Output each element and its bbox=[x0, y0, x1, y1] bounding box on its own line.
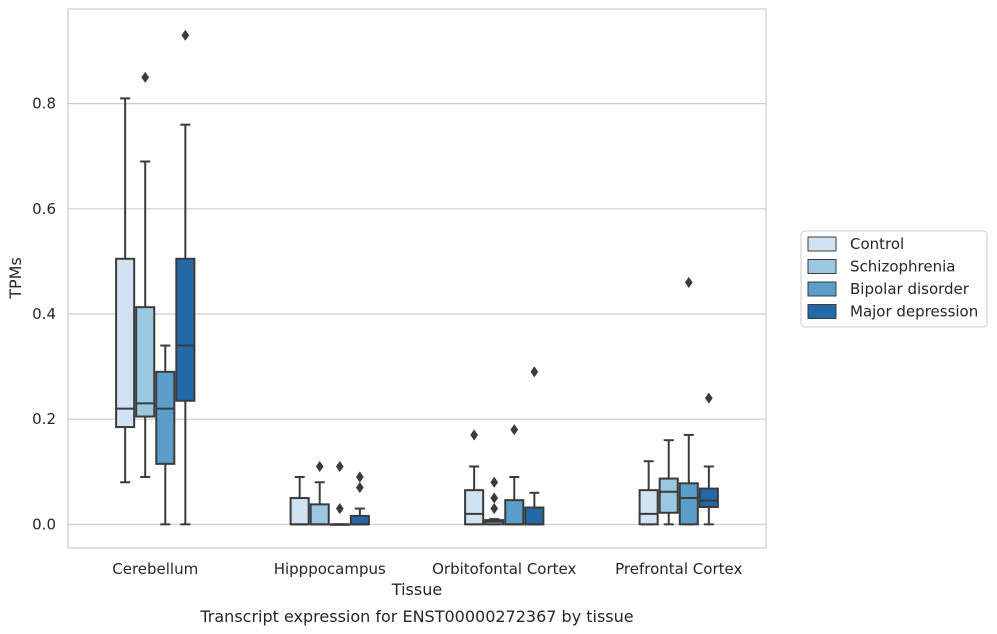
box-iqr bbox=[504, 499, 525, 526]
legend-swatch bbox=[807, 304, 837, 319]
outlier-point bbox=[490, 492, 499, 504]
legend-swatch bbox=[807, 236, 837, 252]
box-1-2 bbox=[329, 460, 350, 526]
box-0-2 bbox=[155, 344, 176, 526]
outlier-point bbox=[335, 460, 344, 473]
chart-caption: Transcript expression for ENST0000027236… bbox=[199, 607, 633, 626]
legend-frame bbox=[800, 230, 988, 328]
outlier-point bbox=[355, 471, 364, 483]
box-iqr bbox=[135, 306, 156, 418]
x-tick-label: Hipppocampus bbox=[274, 560, 386, 578]
box-2-3 bbox=[524, 366, 545, 526]
legend-label: Control bbox=[850, 235, 904, 253]
outlier-point bbox=[355, 481, 364, 494]
box-0-3 bbox=[175, 29, 196, 526]
x-tick-label: Cerebellum bbox=[112, 560, 198, 578]
box-groups bbox=[115, 29, 719, 526]
box-3-1 bbox=[658, 439, 679, 526]
box-3-3 bbox=[698, 392, 719, 526]
outlier-point bbox=[315, 460, 324, 473]
y-axis-title: TPMs bbox=[6, 257, 25, 300]
outlier-point bbox=[141, 71, 150, 84]
y-tick-label: 0.2 bbox=[32, 410, 56, 428]
box-0-1 bbox=[135, 71, 156, 479]
legend-label: Major depression bbox=[850, 303, 978, 321]
plot-frame bbox=[67, 8, 767, 549]
box-1-3 bbox=[349, 471, 370, 526]
box-iqr bbox=[658, 477, 679, 514]
legend: Control Schizophrenia Bipolar disorder Majo… bbox=[800, 230, 988, 328]
legend-swatch bbox=[807, 259, 837, 274]
x-axis-title: Tissue bbox=[391, 580, 442, 599]
outlier-point bbox=[470, 429, 479, 441]
box-iqr bbox=[678, 482, 699, 526]
box-iqr bbox=[698, 487, 719, 508]
legend-label: Bipolar disorder bbox=[850, 280, 970, 298]
legend-label: Schizophrenia bbox=[850, 258, 955, 276]
y-tick-label: 0.8 bbox=[32, 95, 56, 113]
box-0-0 bbox=[115, 97, 136, 484]
box-iqr bbox=[349, 514, 370, 526]
box-2-0 bbox=[464, 429, 485, 526]
outlier-point bbox=[490, 502, 499, 515]
y-tick-label: 0.0 bbox=[32, 515, 56, 533]
box-iqr bbox=[524, 506, 545, 526]
x-tick-label: Prefrontal Cortex bbox=[615, 560, 742, 578]
outlier-point bbox=[181, 29, 190, 41]
outlier-point bbox=[510, 424, 519, 436]
outlier-point bbox=[704, 392, 713, 404]
y-tick-label: 0.4 bbox=[32, 305, 56, 323]
box-1-1 bbox=[309, 460, 330, 526]
legend-swatch bbox=[807, 281, 837, 297]
box-2-2 bbox=[504, 424, 525, 526]
box-iqr bbox=[289, 497, 310, 526]
outlier-point bbox=[684, 276, 693, 289]
box-iqr bbox=[464, 489, 485, 526]
box-iqr bbox=[175, 257, 196, 402]
outlier-point bbox=[530, 366, 539, 378]
box-1-0 bbox=[289, 476, 310, 526]
y-tick-label: 0.6 bbox=[32, 200, 56, 218]
x-tick-label: Orbitofontal Cortex bbox=[432, 560, 576, 578]
box-2-1 bbox=[484, 476, 505, 526]
box-3-0 bbox=[638, 460, 659, 526]
box-iqr bbox=[309, 503, 330, 526]
box-iqr bbox=[638, 489, 659, 526]
outlier-point bbox=[335, 502, 344, 515]
box-iqr bbox=[155, 370, 176, 465]
box-iqr bbox=[115, 257, 136, 429]
box-3-2 bbox=[678, 276, 699, 526]
outlier-point bbox=[490, 476, 499, 488]
x-tick-labels: Cerebellum Hipppocampus Orbitofontal Corte… bbox=[112, 560, 742, 578]
y-tick-labels: 0.0 0.2 0.4 0.6 0.8 bbox=[32, 95, 56, 534]
